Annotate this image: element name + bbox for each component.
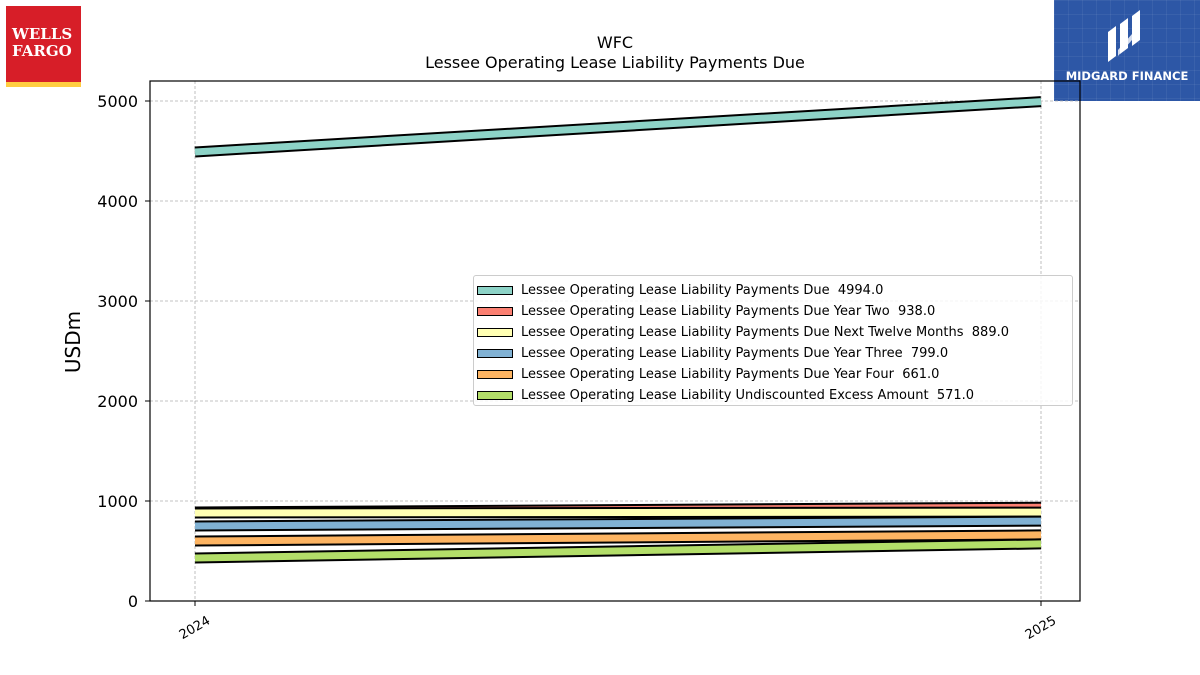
logo-line-1: WELLS [12,25,73,43]
legend-label: Lessee Operating Lease Liability Payment… [521,367,940,382]
series-line [194,538,1042,564]
wells-fargo-logo: WELLS FARGO [6,6,81,87]
y-tick-label: 4000 [97,192,138,211]
plot-frame [149,80,1081,602]
midgard-mark-icon [1108,10,1140,62]
midgard-logo-text: MIDGARD FINANCE [1065,69,1189,83]
legend-label: Lessee Operating Lease Liability Undisco… [521,388,975,403]
chart-title: WFC [596,33,634,52]
y-tick-label: 0 [128,592,138,611]
legend-item: Lessee Operating Lease Liability Payment… [474,301,1072,322]
series-fill [194,98,1042,156]
legend-swatch [477,349,513,358]
series-fill [194,508,1042,517]
legend-swatch [477,328,513,337]
y-tick-label: 5000 [97,92,138,111]
midgard-finance-logo: MIDGARD FINANCE [1054,0,1200,101]
y-axis-label: USDm [61,311,85,373]
legend-label: Lessee Operating Lease Liability Payment… [521,283,884,298]
series-line [194,96,1042,158]
chart-subtitle: Lessee Operating Lease Liability Payment… [425,53,805,72]
series-line [194,515,1042,532]
y-tick-label: 1000 [97,492,138,511]
logo-line-2: FARGO [12,42,72,60]
series-line [194,506,1042,519]
series-line [194,529,1042,547]
legend-item: Lessee Operating Lease Liability Payment… [474,364,1072,385]
y-tick-label: 2000 [97,392,138,411]
x-tick-label: 2025 [1023,613,1059,643]
y-tick-label: 3000 [97,292,138,311]
legend-item: Lessee Operating Lease Liability Payment… [474,322,1072,343]
legend-swatch [477,391,513,400]
legend-swatch [477,370,513,379]
legend-swatch [477,286,513,295]
legend-item: Lessee Operating Lease Liability Payment… [474,343,1072,364]
legend-item: Lessee Operating Lease Liability Undisco… [474,385,1072,406]
chart-legend: Lessee Operating Lease Liability Payment… [473,275,1073,406]
x-tick-label: 2024 [177,613,213,643]
legend-label: Lessee Operating Lease Liability Payment… [521,325,1009,340]
legend-label: Lessee Operating Lease Liability Payment… [521,346,949,361]
series-fill [194,540,1042,562]
series-fill [194,517,1042,530]
legend-item: Lessee Operating Lease Liability Payment… [474,280,1072,301]
series-layer [194,96,1042,564]
legend-label: Lessee Operating Lease Liability Payment… [521,304,936,319]
series-fill [194,531,1042,545]
legend-swatch [477,307,513,316]
